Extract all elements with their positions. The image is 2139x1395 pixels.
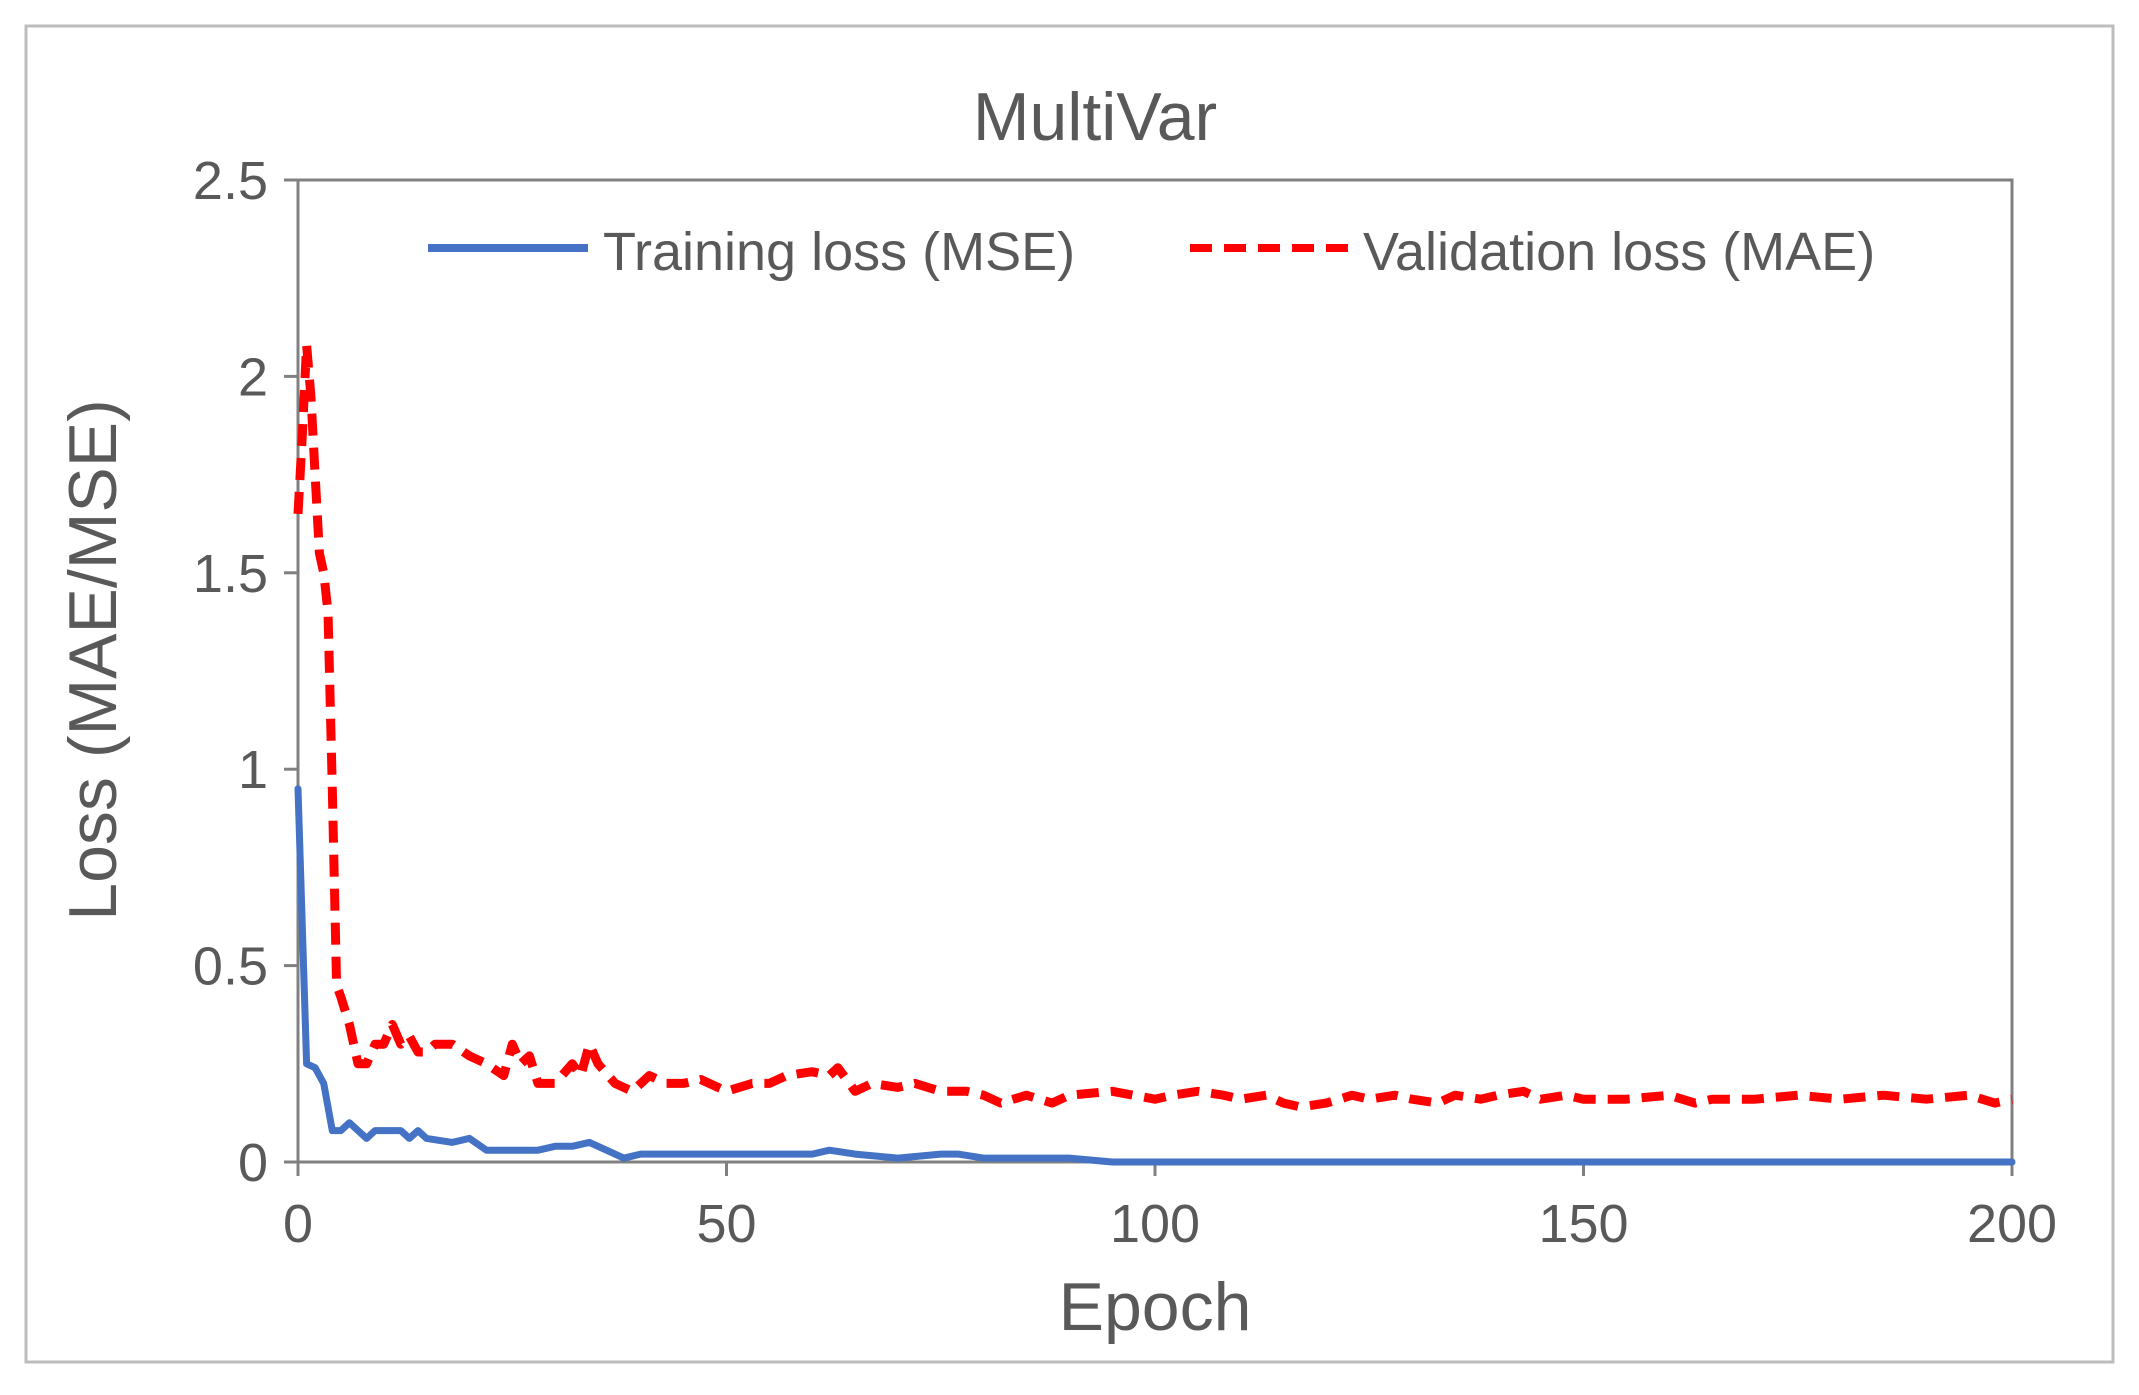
y-axis-label: Loss (MAE/MSE): [55, 399, 131, 920]
series-layer: [293, 340, 2016, 1166]
legend-label-validation: Validation loss (MAE): [1363, 222, 1875, 282]
y-tick-label: 0.5: [193, 937, 268, 997]
legend: Training loss (MSE) Validation loss (MAE…: [428, 222, 1875, 282]
x-axis-label: Epoch: [1059, 1269, 1252, 1345]
y-tick-label: 1.5: [193, 544, 268, 604]
x-tick-label: 100: [1110, 1194, 1200, 1254]
x-tick-label: 150: [1538, 1194, 1628, 1254]
y-tick-label: 2: [238, 347, 268, 407]
x-axis-ticks: 0 50 100 150 200: [283, 1162, 2057, 1254]
legend-label-training: Training loss (MSE): [603, 222, 1075, 282]
x-tick-label: 0: [283, 1194, 313, 1254]
chart-title: MultiVar: [973, 79, 1217, 155]
y-tick-label: 0: [238, 1133, 268, 1193]
series-line-validation-loss: [293, 340, 2014, 1112]
y-axis-ticks: 0 0.5 1 1.5 2 2.5: [193, 151, 298, 1193]
series-line-training-loss: [294, 785, 2016, 1166]
x-tick-label: 200: [1967, 1194, 2057, 1254]
outer-frame: [24, 24, 2115, 1364]
x-tick-label: 50: [696, 1194, 756, 1254]
y-tick-label: 1: [238, 740, 268, 800]
y-tick-label: 2.5: [193, 151, 268, 211]
